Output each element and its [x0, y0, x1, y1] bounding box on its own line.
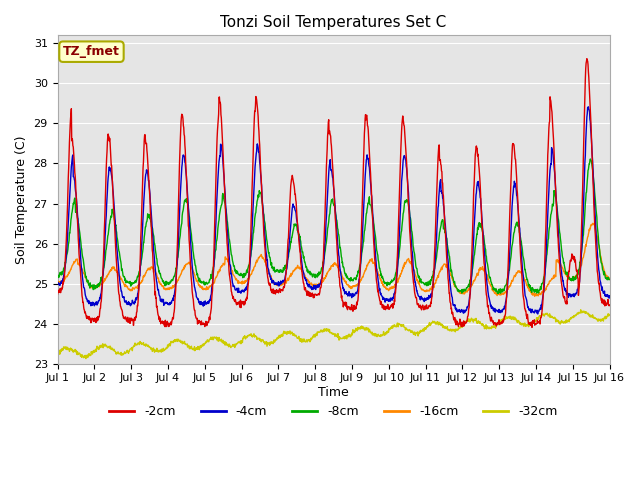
Y-axis label: Soil Temperature (C): Soil Temperature (C) — [15, 135, 28, 264]
Text: TZ_fmet: TZ_fmet — [63, 45, 120, 58]
Title: Tonzi Soil Temperatures Set C: Tonzi Soil Temperatures Set C — [220, 15, 447, 30]
Legend: -2cm, -4cm, -8cm, -16cm, -32cm: -2cm, -4cm, -8cm, -16cm, -32cm — [104, 400, 563, 423]
X-axis label: Time: Time — [318, 386, 349, 399]
